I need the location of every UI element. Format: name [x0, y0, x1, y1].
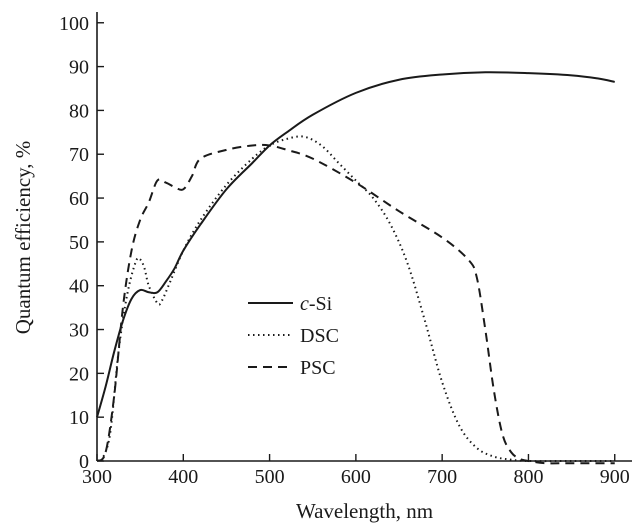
x-tick-label-800: 800	[513, 466, 543, 488]
y-tick-label-0: 0	[79, 451, 89, 473]
x-tick-label-400: 400	[168, 466, 198, 488]
y-tick-label-10: 10	[69, 407, 89, 429]
axes	[96, 12, 632, 462]
y-tick-label-20: 20	[69, 363, 89, 385]
legend-label-psc: PSC	[300, 357, 336, 379]
y-axis-title: Quantum efficiency, %	[11, 141, 35, 335]
x-tick-label-900: 900	[600, 466, 630, 488]
y-ticks: 0 10 20 30 40 50 60 70 80 90 100	[59, 13, 104, 473]
series-line-psc	[96, 143, 615, 465]
legend-label-c-si-suffix: -Si	[309, 293, 333, 315]
x-tick-label-600: 600	[341, 466, 371, 488]
series-layer	[96, 71, 615, 465]
y-tick-label-60: 60	[69, 188, 89, 210]
series-line-c-si	[96, 71, 615, 418]
y-tick-label-40: 40	[69, 276, 89, 298]
x-axis-title: Wavelength, nm	[296, 499, 433, 523]
x-ticks: 300 400 500 600 700 800 900	[82, 454, 630, 488]
y-tick-label-30: 30	[69, 320, 89, 342]
y-tick-label-50: 50	[69, 232, 89, 254]
legend-label-c-si: c-Si	[300, 293, 333, 315]
y-tick-label-80: 80	[69, 100, 89, 122]
x-tick-label-300: 300	[82, 466, 112, 488]
x-tick-label-700: 700	[427, 466, 457, 488]
y-tick-label-90: 90	[69, 57, 89, 79]
legend-label-dsc: DSC	[300, 325, 339, 347]
legend-label-c-si-prefix: c	[300, 293, 309, 315]
y-tick-label-70: 70	[69, 144, 89, 166]
x-tick-label-500: 500	[255, 466, 285, 488]
series-line-dsc	[100, 135, 615, 463]
legend: c-Si DSC PSC	[248, 293, 339, 379]
y-tick-label-100: 100	[59, 13, 89, 35]
